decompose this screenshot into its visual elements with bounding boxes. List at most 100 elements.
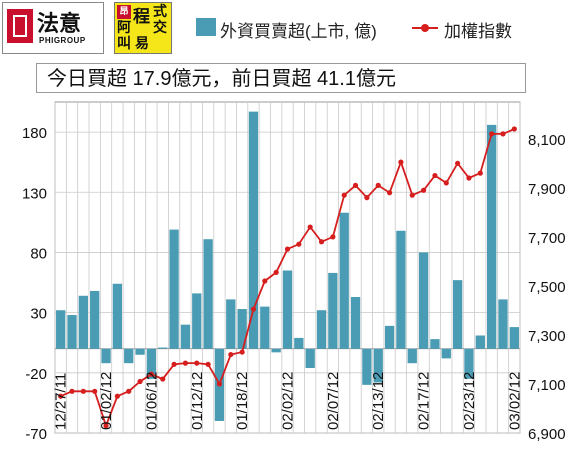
logo2-char: 式 (153, 4, 167, 20)
index-point (375, 182, 381, 188)
logo-sub-text: PHIGROUP (39, 36, 86, 45)
index-point (80, 388, 86, 394)
bar (67, 315, 77, 349)
y-right-tick-label: 7,900 (528, 181, 566, 198)
bar (328, 272, 338, 349)
bar (294, 337, 304, 349)
index-point (58, 393, 64, 399)
index-point (262, 278, 268, 284)
plot-area (54, 101, 521, 434)
index-point (341, 192, 347, 198)
index-point (409, 192, 415, 198)
bar (509, 327, 519, 349)
y-left-tick-label: 180 (22, 125, 47, 142)
index-point (420, 187, 427, 193)
index-point (398, 159, 404, 165)
bar (135, 348, 145, 355)
bar (316, 310, 327, 349)
index-point (205, 361, 211, 367)
index-point (364, 195, 370, 201)
bar (350, 296, 361, 349)
index-point (330, 234, 336, 240)
bar (237, 309, 247, 349)
index-point (455, 160, 461, 166)
bar (56, 310, 66, 349)
bar (226, 299, 236, 349)
bar (418, 252, 429, 349)
bar (464, 348, 474, 379)
index-point (171, 361, 177, 367)
logo-main-text: 法意 (37, 12, 82, 37)
bar (396, 230, 406, 349)
bar (362, 348, 372, 385)
bar (441, 348, 451, 359)
chart-subtitle: 今日買超 17.9億元，前日買超 41.1億元 (36, 63, 526, 93)
logo-mark-icon (7, 9, 33, 43)
bar (101, 348, 111, 364)
x-tick-label: 02/02/12 (280, 372, 297, 430)
y-right-tick-label: 8,100 (528, 132, 566, 149)
y-right-tick-label: 7,100 (528, 377, 566, 394)
legend-bar-swatch (196, 18, 216, 36)
x-tick-label: 03/02/12 (506, 372, 523, 430)
x-tick-label: 02/13/12 (370, 372, 387, 430)
bar (282, 270, 293, 349)
index-point (477, 170, 483, 176)
index-point (432, 172, 438, 179)
index-point (114, 393, 120, 399)
index-point (307, 224, 313, 230)
logo2-char: 易 (135, 36, 149, 52)
bar (430, 339, 440, 349)
bar (260, 306, 270, 349)
y-left-tick-label: 80 (30, 245, 47, 262)
index-point (250, 306, 257, 312)
index-point (160, 376, 166, 382)
index-point (318, 239, 325, 245)
x-tick-label: 12/27/11 (53, 373, 70, 430)
index-point (194, 360, 200, 366)
logo2-char: 交 (153, 20, 167, 36)
index-point (92, 388, 98, 394)
legend-line-marker (421, 24, 429, 32)
bar (384, 325, 395, 349)
bar (475, 335, 485, 349)
x-tick-label: 01/12/12 (189, 372, 206, 430)
bar (78, 295, 89, 349)
index-point (284, 246, 291, 252)
bar (192, 293, 202, 349)
index-point (126, 388, 132, 394)
x-tick-label: 02/23/12 (461, 372, 478, 430)
bar (90, 290, 100, 349)
philgroup-logo: 法意 PHIGROUP (2, 2, 104, 54)
bar (169, 229, 179, 349)
index-point (148, 371, 155, 377)
index-point (239, 349, 245, 355)
index-point (386, 190, 393, 196)
index-point (216, 381, 223, 387)
bar (452, 280, 463, 349)
legend-line-label: 加權指數 (444, 22, 512, 41)
index-point (228, 351, 234, 358)
y-left-tick-label: -20 (25, 366, 47, 383)
index-point (137, 378, 143, 385)
bar (203, 239, 213, 349)
logo2-char: 昂 (117, 5, 131, 19)
logo2-char: 程 (133, 7, 150, 27)
y-right-tick-label: 7,500 (528, 279, 566, 296)
index-point (296, 241, 302, 247)
index-point (443, 180, 449, 186)
x-tick-label: 01/06/12 (143, 372, 160, 430)
x-tick-label: 02/07/12 (325, 372, 342, 430)
x-tick-label: 01/18/12 (234, 372, 251, 430)
bar (498, 299, 508, 349)
bar (146, 348, 157, 379)
index-point (466, 175, 472, 181)
y-left-tick-label: -70 (25, 426, 47, 443)
index-point (103, 423, 109, 429)
bar (158, 347, 168, 349)
bar (407, 348, 417, 364)
y-right-tick-label: 7,700 (528, 230, 566, 247)
y-left-tick-label: 30 (30, 306, 47, 323)
bar (486, 124, 497, 349)
